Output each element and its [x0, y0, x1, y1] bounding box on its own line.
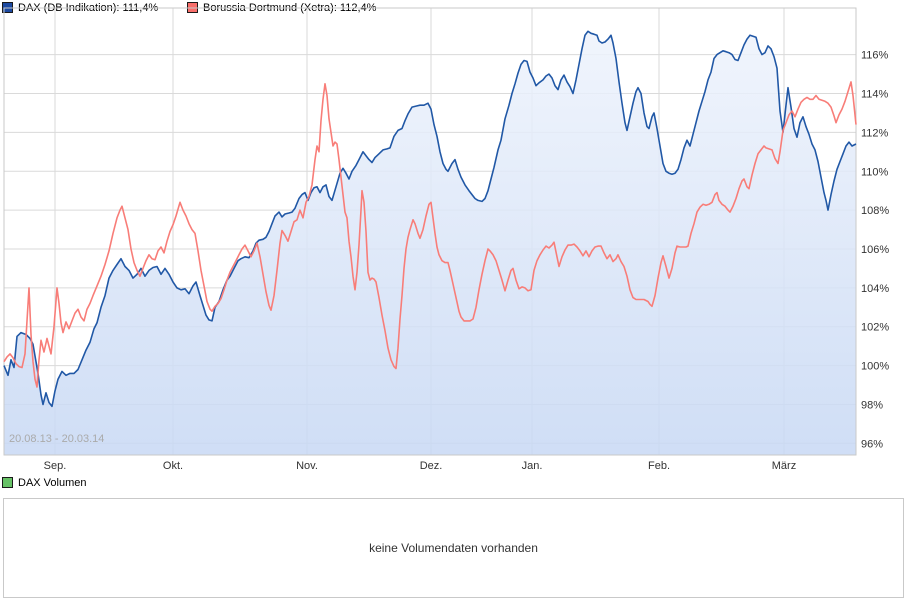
- svg-text:Sep.: Sep.: [44, 460, 67, 472]
- volume-legend-label: DAX Volumen: [18, 477, 87, 489]
- date-range-label: 20.08.13 - 20.03.14: [9, 433, 104, 445]
- svg-text:100%: 100%: [861, 361, 889, 373]
- volume-panel: keine Volumendaten vorhanden: [3, 498, 904, 598]
- svg-text:98%: 98%: [861, 400, 883, 412]
- dax-series-area: [4, 31, 856, 456]
- svg-text:Dez.: Dez.: [420, 460, 443, 472]
- svg-text:Jan.: Jan.: [522, 460, 543, 472]
- svg-text:102%: 102%: [861, 322, 889, 334]
- svg-text:114%: 114%: [861, 89, 889, 101]
- volume-legend: DAX Volumen: [2, 477, 86, 491]
- svg-text:116%: 116%: [861, 50, 889, 62]
- volume-empty-message: keine Volumendaten vorhanden: [369, 541, 538, 555]
- svg-text:Okt.: Okt.: [163, 460, 183, 472]
- svg-text:106%: 106%: [861, 244, 889, 256]
- svg-text:110%: 110%: [861, 166, 889, 178]
- svg-text:März: März: [772, 460, 796, 472]
- plot-border: [3, 7, 857, 456]
- dax-series-line: [3, 30, 857, 408]
- svg-text:Feb.: Feb.: [648, 460, 670, 472]
- borussia-dortmund-series-line: [3, 81, 857, 388]
- price-chart: 96% 98% 100% 102% 104% 106% 108% 110% 112% 114% 11…: [3, 7, 889, 472]
- svg-text:104%: 104%: [861, 283, 889, 295]
- svg-text:96%: 96%: [861, 438, 883, 450]
- y-axis-labels: 96% 98% 100% 102% 104% 106% 108% 110% 112% 114% 11…: [861, 50, 889, 451]
- svg-text:Nov.: Nov.: [296, 460, 318, 472]
- svg-text:108%: 108%: [861, 205, 889, 217]
- dax-volume-color-swatch: [2, 477, 13, 488]
- svg-text:112%: 112%: [861, 127, 889, 139]
- x-axis-labels: Sep. Okt. Nov. Dez. Jan. Feb. März: [44, 460, 797, 472]
- price-chart-svg: 96% 98% 100% 102% 104% 106% 108% 110% 112% 114% 11…: [3, 7, 889, 472]
